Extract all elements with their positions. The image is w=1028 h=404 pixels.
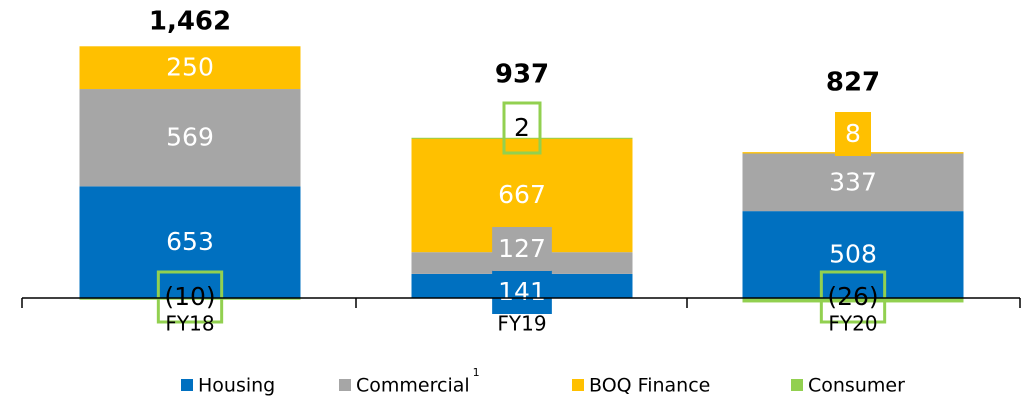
bar-segment	[79, 186, 301, 298]
x-tick-label: FY20	[828, 312, 877, 336]
bar-segment	[742, 211, 964, 298]
x-tick-label: FY18	[165, 312, 214, 336]
legend-label: Consumer	[808, 375, 905, 397]
value-label: 141	[498, 277, 546, 306]
bar-segment	[79, 89, 301, 187]
label-box	[502, 101, 542, 155]
total-label: 827	[826, 68, 880, 98]
label-box	[819, 270, 887, 324]
legend-label: Commercial	[356, 375, 470, 397]
legend-swatch	[791, 379, 803, 391]
total-label: 1,462	[149, 7, 231, 37]
label-box	[492, 270, 552, 314]
label-box	[156, 270, 224, 324]
legend-swatch	[572, 379, 584, 391]
label-box	[492, 227, 552, 271]
value-label: 250	[166, 53, 214, 82]
x-tick-label: FY19	[497, 312, 546, 336]
value-label: 127	[498, 234, 546, 263]
legend-label: Housing	[198, 375, 275, 397]
label-box	[835, 112, 871, 156]
bar-segment	[411, 137, 633, 139]
value-label: (26)	[827, 282, 878, 311]
bar-segment	[742, 298, 964, 303]
legend-label: BOQ Finance	[589, 375, 710, 397]
value-label: 2	[514, 113, 530, 142]
value-label: 337	[829, 167, 877, 196]
value-label: 653	[166, 227, 214, 256]
bar-segment	[79, 46, 301, 90]
value-label: (10)	[164, 282, 215, 311]
total-label: 937	[495, 60, 549, 90]
value-label: 508	[829, 240, 877, 269]
value-label: 569	[166, 123, 214, 152]
bar-segment	[742, 153, 964, 212]
legend-footnote: 1	[473, 366, 480, 379]
value-label: 667	[498, 180, 546, 209]
legend-swatch	[339, 379, 351, 391]
bar-segment	[79, 298, 301, 300]
value-label: 8	[845, 119, 861, 148]
legend-swatch	[181, 379, 193, 391]
